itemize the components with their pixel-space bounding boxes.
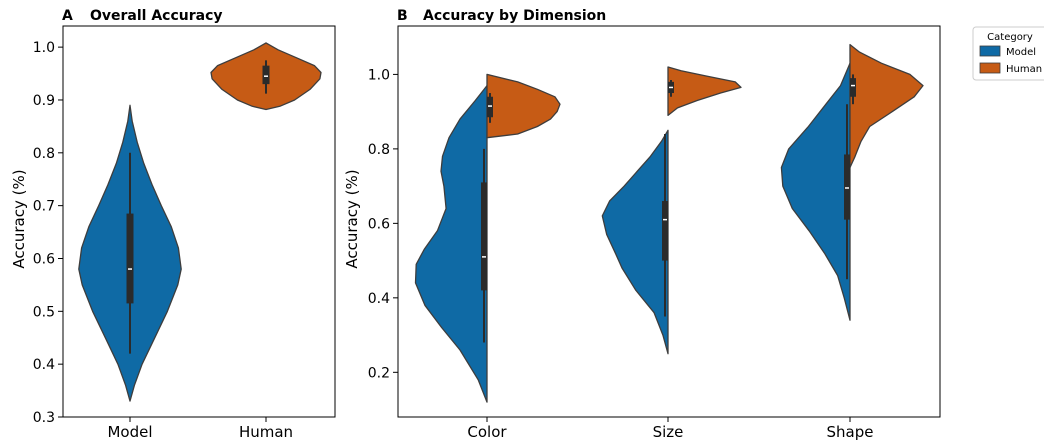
- ytick-label: 0.4: [368, 291, 390, 307]
- panel-b-title: Accuracy by Dimension: [423, 8, 606, 24]
- ytick-label: 0.7: [33, 199, 55, 215]
- ytick-label: 1.0: [33, 40, 55, 56]
- ytick-label: 0.9: [33, 93, 55, 109]
- panel-b-plot: 0.2 0.4 0.6 0.8 1.0 Color Size Shape: [368, 25, 941, 440]
- axes-frame: [397, 25, 941, 418]
- iqr-box-size-model: [662, 201, 668, 261]
- violin-shape-human: [849, 43, 924, 169]
- violin-color-model: [414, 84, 488, 403]
- legend: Category Model Human: [972, 26, 1044, 81]
- legend-title: Category: [987, 32, 1033, 43]
- ytick-label: 0.3: [33, 410, 55, 426]
- violin-color-human: [486, 73, 561, 139]
- iqr-box-color-human: [487, 96, 493, 118]
- ytick-label: 1.0: [368, 67, 390, 83]
- ytick-label: 0.6: [33, 251, 55, 267]
- ytick-label: 0.5: [33, 304, 55, 320]
- panel-a-ylabel: Accuracy (%): [10, 169, 28, 268]
- ytick-label: 0.2: [368, 365, 390, 381]
- xtick-label-model: Model: [107, 423, 152, 440]
- legend-label-human: Human: [1006, 64, 1042, 75]
- ytick-label: 0.4: [33, 357, 55, 373]
- xtick-label-color: Color: [467, 423, 507, 440]
- legend-swatch-human: [979, 62, 1001, 74]
- violin-size-human: [667, 66, 742, 117]
- panel-a-label: A: [62, 8, 73, 24]
- iqr-box-shape-human: [850, 78, 856, 97]
- axes-frame: [62, 25, 336, 418]
- legend-label-model: Model: [1006, 47, 1036, 58]
- iqr-box-human-human: [262, 65, 270, 85]
- iqr-box-shape-model: [844, 154, 850, 220]
- xtick-label-size: Size: [653, 423, 684, 440]
- ytick-label: 0.8: [368, 142, 390, 158]
- panel-b-label: B: [397, 8, 408, 24]
- panel-a-title: Overall Accuracy: [90, 8, 223, 24]
- iqr-box-model-model: [126, 213, 134, 304]
- panel-b-ylabel: Accuracy (%): [343, 169, 361, 268]
- iqr-box-color-model: [481, 182, 487, 291]
- ytick-label: 0.8: [33, 146, 55, 162]
- panel-a-plot: 0.3 0.4 0.5 0.6 0.7 0.8 0.9 1.0 Model Human: [33, 25, 336, 440]
- xtick-label-human: Human: [239, 423, 293, 440]
- legend-swatch-model: [979, 45, 1001, 57]
- violin-size-model: [601, 129, 669, 355]
- violin-shape-model: [780, 62, 851, 321]
- xtick-label-shape: Shape: [827, 423, 874, 440]
- ytick-label: 0.6: [368, 216, 390, 232]
